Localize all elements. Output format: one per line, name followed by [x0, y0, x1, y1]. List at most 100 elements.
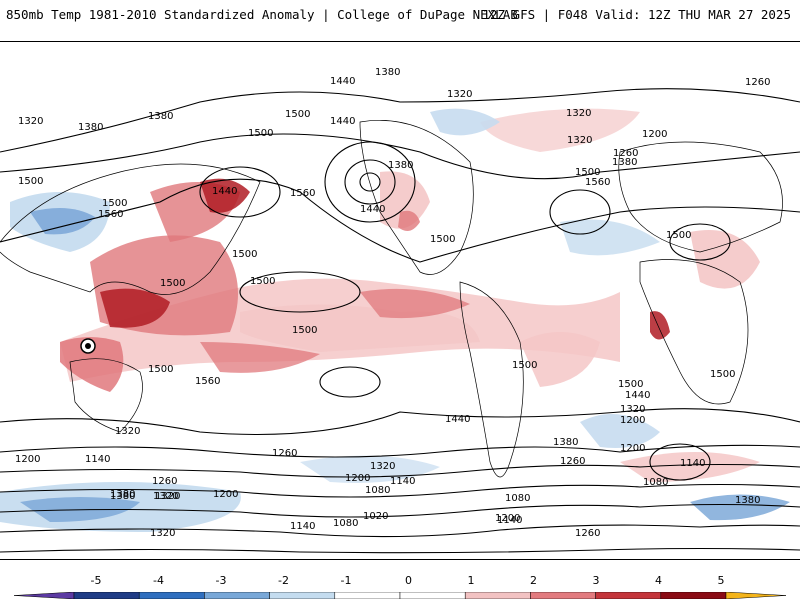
- contour-label: 1260: [575, 528, 600, 539]
- colorbar-tick-label: -1: [340, 574, 352, 587]
- contour-label: 1200: [495, 513, 520, 524]
- contour-label: 1260: [613, 148, 638, 159]
- cold-anomaly-region: [580, 414, 660, 448]
- warm-anomaly-region: [360, 288, 470, 319]
- contour-label: 1500: [618, 379, 643, 390]
- contour-label: 1500: [575, 167, 600, 178]
- contour-label: 1260: [560, 456, 585, 467]
- contour-label: 1320: [18, 116, 43, 127]
- contour-label: 1380: [110, 489, 135, 500]
- colorbar-segment: [725, 592, 786, 599]
- colorbar-tick-label: 0: [405, 574, 412, 587]
- warm-anomaly-region: [100, 288, 170, 328]
- contour-label: 1140: [290, 521, 315, 532]
- contour-label: 1560: [98, 209, 123, 220]
- warm-anomaly-region: [200, 342, 320, 373]
- contour-label: 1320: [155, 491, 180, 502]
- contour-label: 1500: [250, 276, 275, 287]
- warm-anomaly-region: [650, 311, 670, 340]
- product-title: 850mb Temp 1981-2010 Standardized Anomal…: [6, 7, 518, 22]
- contour-label: 1440: [360, 204, 385, 215]
- contour-label: 1500: [148, 364, 173, 375]
- colorbar-strip: [14, 592, 786, 599]
- contour-label: 1440: [212, 186, 237, 197]
- contour-label: 1560: [195, 376, 220, 387]
- contour-label: 1200: [15, 454, 40, 465]
- colorbar-segment: [595, 592, 662, 599]
- contour-label: 1500: [102, 198, 127, 209]
- contour-label: 1440: [625, 390, 650, 401]
- warm-anomaly-region: [398, 210, 420, 231]
- contour-label: 1140: [85, 454, 110, 465]
- contour-label: 1020: [363, 511, 388, 522]
- contour-label: 1080: [643, 477, 668, 488]
- contour-label: 1380: [148, 111, 173, 122]
- colorbar-segment: [14, 592, 75, 599]
- contour-label: 1320: [115, 426, 140, 437]
- contour-label: 1380: [78, 122, 103, 133]
- colorbar-tick-label: -5: [90, 574, 102, 587]
- cold-anomaly-region: [560, 219, 660, 256]
- contour-label: 1500: [18, 176, 43, 187]
- contour-label: 1440: [330, 76, 355, 87]
- contour-label: 1200: [620, 415, 645, 426]
- contour-label: 1380: [388, 160, 413, 171]
- contour-label: 1380: [612, 157, 637, 168]
- contour-label: 1080: [365, 485, 390, 496]
- contour-label: 1320: [566, 108, 591, 119]
- contour-label: 1500: [430, 234, 455, 245]
- contour-label: 1140: [680, 458, 705, 469]
- contour-label: 1500: [285, 109, 310, 120]
- cold-anomaly-region: [690, 494, 790, 521]
- contour-label: 1260: [152, 476, 177, 487]
- colorbar-segment: [530, 592, 596, 599]
- height-contours: [0, 88, 800, 554]
- colorbar-segment: [334, 592, 401, 599]
- model-run-info: 12Z GFS | F048 Valid: 12Z THU MAR 27 202…: [482, 7, 791, 22]
- contour-labels: 1380 1440 1320 1260 1320 1380 1500 1440 …: [15, 67, 770, 539]
- colorbar-tick-label: 1: [467, 574, 475, 587]
- contour-label: 1200: [620, 443, 645, 454]
- contour-label: 1200: [345, 473, 370, 484]
- contour-label: 1080: [333, 518, 358, 529]
- anomaly-colorbar: -5 -4 -3 -2 -1 0 1 2 3 4 5: [0, 570, 800, 600]
- contour-label: 1320: [153, 491, 178, 502]
- header-bar: 850mb Temp 1981-2010 Standardized Anomal…: [0, 0, 800, 30]
- warm-anomaly-region: [520, 332, 600, 387]
- contour-label: 1320: [620, 404, 645, 415]
- colorbar-segment: [660, 592, 727, 599]
- warm-anomaly-region: [60, 337, 124, 392]
- contour-label: 1320: [150, 528, 175, 539]
- contour-label: 1440: [330, 116, 355, 127]
- contour-label: 1200: [213, 489, 238, 500]
- contour-label: 1500: [232, 249, 257, 260]
- coastlines: [0, 119, 783, 478]
- contour-label: 1200: [642, 129, 667, 140]
- map-canvas: 1380 1440 1320 1260 1320 1380 1500 1440 …: [0, 67, 800, 554]
- anomaly-map[interactable]: 1380 1440 1320 1260 1320 1380 1500 1440 …: [0, 41, 800, 560]
- contour-label: 1560: [290, 188, 315, 199]
- contour-label: 1500: [710, 369, 735, 380]
- cold-anomaly-region: [30, 208, 95, 235]
- cyclone-symbol: [80, 338, 96, 354]
- colorbar-segment: [138, 592, 205, 599]
- contour-label: 1500: [666, 230, 691, 241]
- anomaly-shading: [0, 108, 790, 532]
- colorbar-segment: [399, 592, 466, 599]
- warm-anomaly-region: [480, 108, 640, 152]
- colorbar-segment: [464, 592, 531, 599]
- contour-label: 1500: [512, 360, 537, 371]
- colorbar-segment: [73, 592, 140, 599]
- contour-label: 1560: [585, 177, 610, 188]
- contour-label: 1140: [390, 476, 415, 487]
- contour-label: 1500: [292, 325, 317, 336]
- contour-label: 1320: [567, 135, 592, 146]
- contour-label: 1380: [735, 495, 760, 506]
- cold-anomaly-region: [430, 108, 500, 136]
- colorbar-tick-label: 5: [717, 574, 725, 587]
- contour-label: 1320: [370, 461, 395, 472]
- colorbar-tick-label: -4: [153, 574, 164, 587]
- colorbar-tick-label: -2: [278, 574, 289, 587]
- colorbar-tick-label: 2: [530, 574, 537, 587]
- contour-label: 1440: [445, 414, 470, 425]
